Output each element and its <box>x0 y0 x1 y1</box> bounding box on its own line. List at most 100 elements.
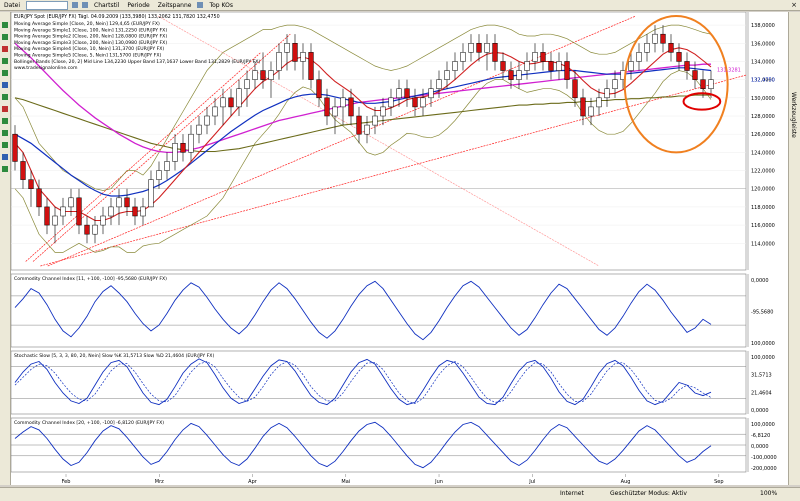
y-tick-label: 132,0000 <box>751 78 775 84</box>
zoom-level[interactable]: 100% <box>760 490 778 497</box>
candle-body <box>340 97 346 108</box>
indicator-tick-label: 100,0000 <box>751 341 775 347</box>
text-tool-icon[interactable] <box>2 94 8 100</box>
indicator-line-2-0 <box>14 358 712 406</box>
candle-body <box>268 70 274 80</box>
flag-icon[interactable] <box>197 2 204 8</box>
indicator-tick-label: -95,5680 <box>751 310 773 316</box>
indicator-title-1: Commodity Channel Index [11, +100, -100]… <box>14 276 167 282</box>
candle-body <box>108 206 114 217</box>
trendline-1 <box>47 15 636 267</box>
top-button[interactable]: Top KOs <box>209 1 233 9</box>
legend-entry-7: www.tradesignalonline.com <box>14 65 78 71</box>
candle-body <box>124 197 130 208</box>
candle-body <box>172 143 178 162</box>
x-tick-label: Sep <box>714 479 723 485</box>
candle-body <box>300 52 306 62</box>
candle-body <box>468 43 474 53</box>
symbol-input[interactable] <box>26 0 69 10</box>
candle-body <box>220 97 226 108</box>
candle-body <box>324 97 330 117</box>
candle-body <box>508 70 514 80</box>
protected-mode: Geschützter Modus: Aktiv <box>610 490 687 497</box>
y-tick-label: 138,0000 <box>751 23 775 29</box>
candle-body <box>532 52 538 62</box>
legend-entry-0: Moving Average Simple [Close, 20, Nein] … <box>14 21 160 27</box>
y-tick-label: 134,0000 <box>751 59 775 65</box>
y-tick-label: 128,0000 <box>751 114 775 120</box>
panel-frame-2 <box>10 350 747 415</box>
toolbox-strip[interactable]: Werkzeugleiste <box>788 12 800 485</box>
ellipse-tool-icon[interactable] <box>2 106 8 112</box>
line-tool-icon[interactable] <box>2 46 8 52</box>
candle-body <box>572 79 578 99</box>
candle-body <box>668 43 674 53</box>
trend-tool-icon[interactable] <box>2 58 8 64</box>
legend-entry-2: Moving Average Simple2 [Close, 200, Nein… <box>14 34 167 40</box>
chart-area[interactable]: 114,0000 116,0000 118,0000 120,0000 122,0000… <box>10 11 788 485</box>
candle-body <box>348 97 354 117</box>
candle-body <box>628 61 634 71</box>
candle-body <box>284 43 290 53</box>
arrow-tool-icon[interactable] <box>2 130 8 136</box>
candle-body <box>68 197 74 208</box>
candle-body <box>332 106 338 117</box>
candle-body <box>500 61 506 71</box>
search-icon[interactable] <box>72 2 79 8</box>
indicator-tick-label: -6,8120 <box>751 433 770 439</box>
candle-body <box>444 70 450 80</box>
candle-body <box>60 206 66 217</box>
delete-tool-icon[interactable] <box>2 166 8 172</box>
chart-svg[interactable]: 114,0000 116,0000 118,0000 120,0000 122,0000… <box>10 11 788 485</box>
fibonacci-icon[interactable] <box>2 82 8 88</box>
close-icon[interactable]: × <box>791 1 797 9</box>
x-tick-label: Jul <box>528 479 535 485</box>
cursor-icon[interactable] <box>2 22 8 28</box>
candle-body <box>580 97 586 117</box>
y-tick-label: 122,0000 <box>751 169 775 175</box>
candle-body <box>164 161 170 171</box>
candle-body <box>84 224 90 235</box>
chart-style-button[interactable]: Chartstil <box>94 1 120 9</box>
candle-body <box>588 106 594 117</box>
candle-body <box>212 106 218 117</box>
candle-body <box>412 97 418 108</box>
x-tick-label: Mai <box>341 479 350 485</box>
candle-body <box>540 52 546 62</box>
indicator-tick-label: -200,0000 <box>751 466 777 472</box>
indicator-line-3-0 <box>14 421 712 469</box>
x-tick-label: Apr <box>248 479 258 485</box>
ma-long-line <box>14 94 711 153</box>
menu-date[interactable]: Datei <box>4 1 21 9</box>
candle-body <box>420 97 426 108</box>
y-tick-label: 130,0000 <box>751 96 775 102</box>
ma-slow-line <box>14 42 711 154</box>
measure-tool-icon[interactable] <box>2 142 8 148</box>
indicator-title-2: Stochastic Slow [5, 3, 3, 80, 20, Nein] … <box>14 353 214 359</box>
candle-body <box>564 61 570 80</box>
candle-body <box>100 215 106 226</box>
indicator-tick-label: 31,5713 <box>751 373 772 379</box>
indicator-title-3: Commodity Channel Index [20, +100, -100]… <box>14 420 164 426</box>
y-tick-label: 118,0000 <box>751 205 775 211</box>
candle-body <box>36 188 42 208</box>
legend-entry-6: Bollinger Bands [Close, 20, 2] Mid Line … <box>14 59 260 65</box>
candle-body <box>684 61 690 71</box>
zoom-button[interactable]: Zeitspanne <box>157 1 192 9</box>
period-button[interactable]: Periode <box>127 1 150 9</box>
candle-body <box>204 115 210 126</box>
candle-body <box>676 52 682 62</box>
candle-body <box>252 70 258 80</box>
indicator-tick-label: -100,0000 <box>751 455 777 461</box>
x-tick-label: Aug <box>621 479 631 485</box>
candle-body <box>604 88 610 99</box>
y-tick-label: 114,0000 <box>751 241 775 247</box>
candle-body <box>244 79 250 89</box>
candle-body <box>292 43 298 62</box>
zoom-tool-icon[interactable] <box>2 154 8 160</box>
crosshair-icon[interactable] <box>2 34 8 40</box>
tool-sidebar <box>0 12 11 485</box>
rectangle-tool-icon[interactable] <box>2 118 8 124</box>
channel-tool-icon[interactable] <box>2 70 8 76</box>
chart-type-icon[interactable] <box>82 2 89 8</box>
